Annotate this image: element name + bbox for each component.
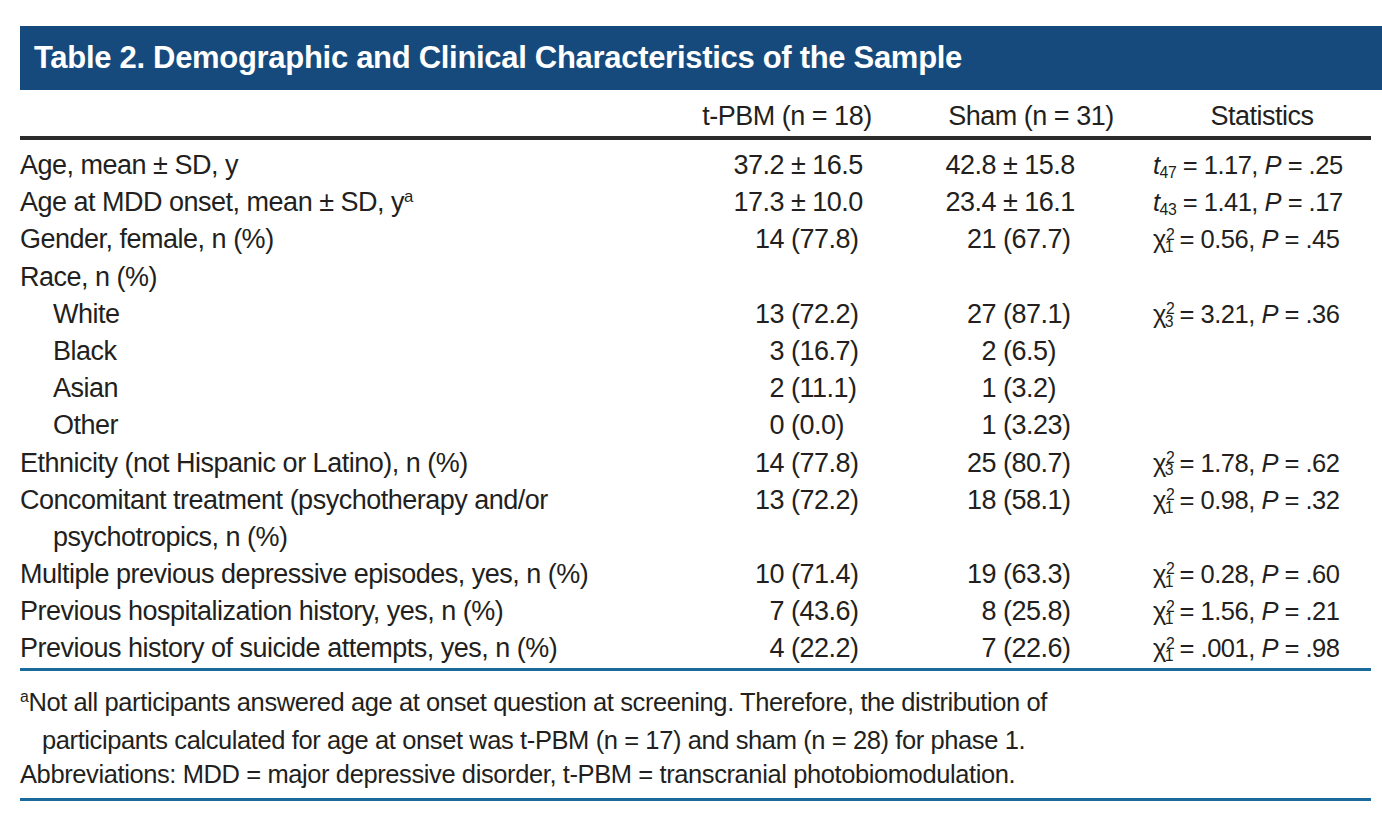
cell-sham: 2(6.5) bbox=[909, 333, 1153, 370]
row-label: Gender, female, n (%) bbox=[20, 221, 665, 258]
cell-tpbm: 37.2± 16.5 bbox=[665, 147, 909, 184]
cell-statistics: χ21 = 0.98, P = .32 bbox=[1153, 482, 1371, 519]
cell-sham: 18(58.1) bbox=[909, 482, 1153, 519]
cell-tpbm: 14(77.8) bbox=[665, 445, 909, 482]
table-row: Previous hospitalization history, yes, n… bbox=[20, 593, 1371, 630]
table-header-row: t-PBM (n = 18) Sham (n = 31) Statistics bbox=[20, 96, 1371, 136]
table-row: Asian 2(11.1) 1(3.2) bbox=[20, 370, 1371, 407]
header-rule bbox=[20, 136, 1371, 140]
cell-tpbm: 3(16.7) bbox=[665, 333, 909, 370]
cell-sham: 1(3.2) bbox=[909, 370, 1153, 407]
row-label: Concomitant treatment (psychotherapy and… bbox=[20, 482, 665, 519]
cell-statistics: χ23 = 1.78, P = .62 bbox=[1153, 445, 1371, 482]
cell-sham: 42.8± 15.8 bbox=[909, 147, 1153, 184]
table-bottom-rule bbox=[20, 668, 1371, 671]
cell-tpbm: 17.3± 10.0 bbox=[665, 184, 909, 221]
table-row: Concomitant treatment (psychotherapy and… bbox=[20, 482, 1371, 519]
cell-sham: 1(3.23) bbox=[909, 407, 1153, 444]
table-row: White 13(72.2) 27(87.1) χ23 = 3.21, P = … bbox=[20, 296, 1371, 333]
cell-tpbm: 13(72.2) bbox=[665, 482, 909, 519]
cell-statistics: t43 = 1.41, P = .17 bbox=[1153, 184, 1371, 221]
table-body: Age, mean ± SD, y 37.2± 16.5 42.8± 15.8 … bbox=[20, 147, 1371, 668]
row-label: Previous hospitalization history, yes, n… bbox=[20, 593, 665, 630]
table-title-bar: Table 2. Demographic and Clinical Charac… bbox=[20, 26, 1382, 90]
cell-tpbm: 7(43.6) bbox=[665, 593, 909, 630]
cell-statistics: χ23 = 3.21, P = .36 bbox=[1153, 296, 1371, 333]
cell-tpbm bbox=[665, 259, 909, 296]
cell-sham: 23.4± 16.1 bbox=[909, 184, 1153, 221]
cell-tpbm bbox=[665, 519, 909, 556]
cell-sham bbox=[909, 519, 1153, 556]
row-label: Multiple previous depressive episodes, y… bbox=[20, 556, 665, 593]
figure-bottom-rule bbox=[20, 798, 1371, 801]
cell-tpbm: 4(22.2) bbox=[665, 630, 909, 667]
cell-sham: 27(87.1) bbox=[909, 296, 1153, 333]
demographics-table: t-PBM (n = 18) Sham (n = 31) Statistics … bbox=[20, 96, 1371, 801]
cell-statistics: t47 = 1.17, P = .25 bbox=[1153, 147, 1371, 184]
cell-tpbm: 10(71.4) bbox=[665, 556, 909, 593]
table-row: Black 3(16.7) 2(6.5) bbox=[20, 333, 1371, 370]
table-row: psychotropics, n (%) bbox=[20, 519, 1371, 556]
footnote-line: aNot all participants answered age at on… bbox=[20, 685, 1371, 723]
row-label: Age at MDD onset, mean ± SD, ya bbox=[20, 184, 665, 221]
row-label: Age, mean ± SD, y bbox=[20, 147, 665, 184]
cell-statistics bbox=[1153, 407, 1371, 444]
row-label: Asian bbox=[20, 370, 665, 407]
cell-statistics bbox=[1153, 333, 1371, 370]
table-row: Other 0(0.0) 1(3.23) bbox=[20, 407, 1371, 444]
journal-table-figure: Table 2. Demographic and Clinical Charac… bbox=[0, 0, 1382, 820]
cell-tpbm: 13(72.2) bbox=[665, 296, 909, 333]
table-row: Race, n (%) bbox=[20, 259, 1371, 296]
row-label: Previous history of suicide attempts, ye… bbox=[20, 630, 665, 667]
row-label: psychotropics, n (%) bbox=[20, 519, 665, 556]
cell-sham: 25(80.7) bbox=[909, 445, 1153, 482]
cell-statistics: χ21 = .001, P = .98 bbox=[1153, 630, 1371, 667]
cell-tpbm: 14(77.8) bbox=[665, 221, 909, 258]
cell-statistics: χ21 = 1.56, P = .21 bbox=[1153, 593, 1371, 630]
table-row: Previous history of suicide attempts, ye… bbox=[20, 630, 1371, 667]
column-header-sham: Sham (n = 31) bbox=[909, 96, 1153, 136]
cell-sham: 8(25.8) bbox=[909, 593, 1153, 630]
column-header-tpbm: t-PBM (n = 18) bbox=[665, 96, 909, 136]
cell-sham bbox=[909, 259, 1153, 296]
footnotes: aNot all participants answered age at on… bbox=[20, 685, 1371, 791]
cell-tpbm: 2(11.1) bbox=[665, 370, 909, 407]
cell-sham: 19(63.3) bbox=[909, 556, 1153, 593]
table-title: Table 2. Demographic and Clinical Charac… bbox=[20, 40, 962, 76]
table-row: Age, mean ± SD, y 37.2± 16.5 42.8± 15.8 … bbox=[20, 147, 1371, 184]
row-label: Other bbox=[20, 407, 665, 444]
table-row: Gender, female, n (%) 14(77.8) 21(67.7) … bbox=[20, 221, 1371, 258]
row-label: Race, n (%) bbox=[20, 259, 665, 296]
column-header-statistics: Statistics bbox=[1153, 96, 1371, 136]
footnote-line: participants calculated for age at onset… bbox=[20, 723, 1371, 757]
table-row: Ethnicity (not Hispanic or Latino), n (%… bbox=[20, 445, 1371, 482]
row-label: Black bbox=[20, 333, 665, 370]
cell-statistics bbox=[1153, 370, 1371, 407]
cell-statistics: χ21 = 0.56, P = .45 bbox=[1153, 221, 1371, 258]
cell-statistics bbox=[1153, 259, 1371, 296]
cell-statistics bbox=[1153, 519, 1371, 556]
row-label: Ethnicity (not Hispanic or Latino), n (%… bbox=[20, 445, 665, 482]
column-header-blank bbox=[20, 96, 665, 136]
cell-tpbm: 0(0.0) bbox=[665, 407, 909, 444]
table-row: Age at MDD onset, mean ± SD, ya 17.3± 10… bbox=[20, 184, 1371, 221]
cell-sham: 21(67.7) bbox=[909, 221, 1153, 258]
footnote-line: Abbreviations: MDD = major depressive di… bbox=[20, 757, 1371, 791]
cell-sham: 7(22.6) bbox=[909, 630, 1153, 667]
row-label: White bbox=[20, 296, 665, 333]
cell-statistics: χ21 = 0.28, P = .60 bbox=[1153, 556, 1371, 593]
table-row: Multiple previous depressive episodes, y… bbox=[20, 556, 1371, 593]
